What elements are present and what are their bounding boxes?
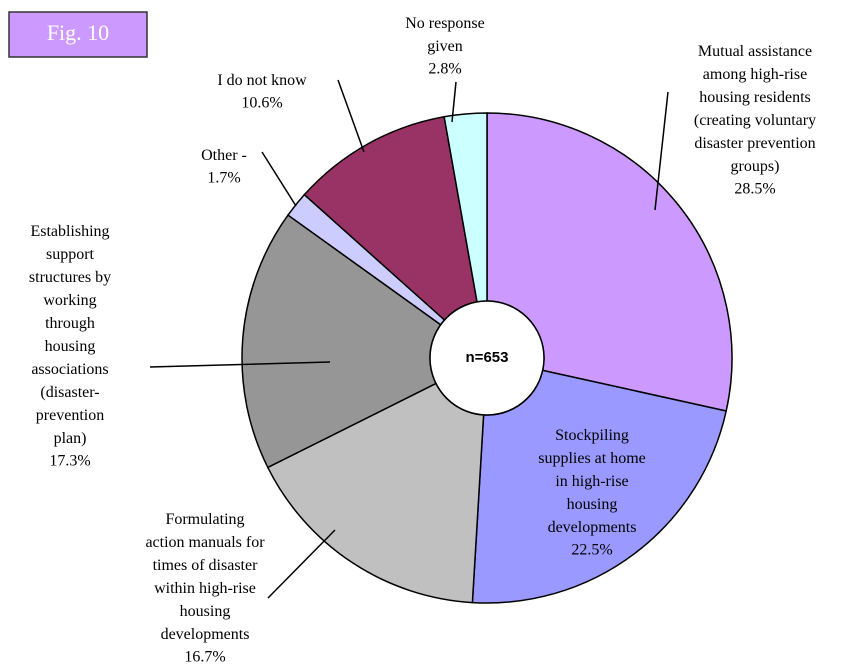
slice-label: No response given: [405, 15, 485, 55]
value-label: 16.7%: [184, 649, 225, 666]
slice-label: Other -: [201, 147, 247, 164]
leader-line: [261, 151, 297, 207]
value-label: 22.5%: [571, 542, 612, 559]
slice-label: Establishing support structures by working t…: [29, 223, 111, 447]
slice-label: Mutual assistance among high-rise housing …: [694, 43, 816, 175]
slice-label: Stockpiling supplies at home in high-rise h…: [538, 427, 646, 536]
value-label: 2.8%: [428, 61, 461, 78]
value-label: 10.6%: [241, 95, 282, 112]
fig-tag: Fig. 10: [47, 20, 109, 45]
slice-label: Formulating action manuals for times of di…: [145, 511, 265, 643]
donut-hole: [429, 300, 545, 416]
leader-line: [654, 91, 669, 211]
center-label: n=653: [466, 349, 509, 366]
value-label: 1.7%: [207, 170, 240, 187]
leader-line: [337, 79, 365, 153]
leader-line: [451, 81, 457, 123]
tag-box: [8, 11, 148, 58]
leader-line: [149, 361, 331, 368]
slice-label: I do not know: [217, 72, 307, 89]
leader-line: [267, 529, 336, 599]
value-label: 17.3%: [49, 453, 90, 470]
value-label: 28.5%: [734, 181, 775, 198]
